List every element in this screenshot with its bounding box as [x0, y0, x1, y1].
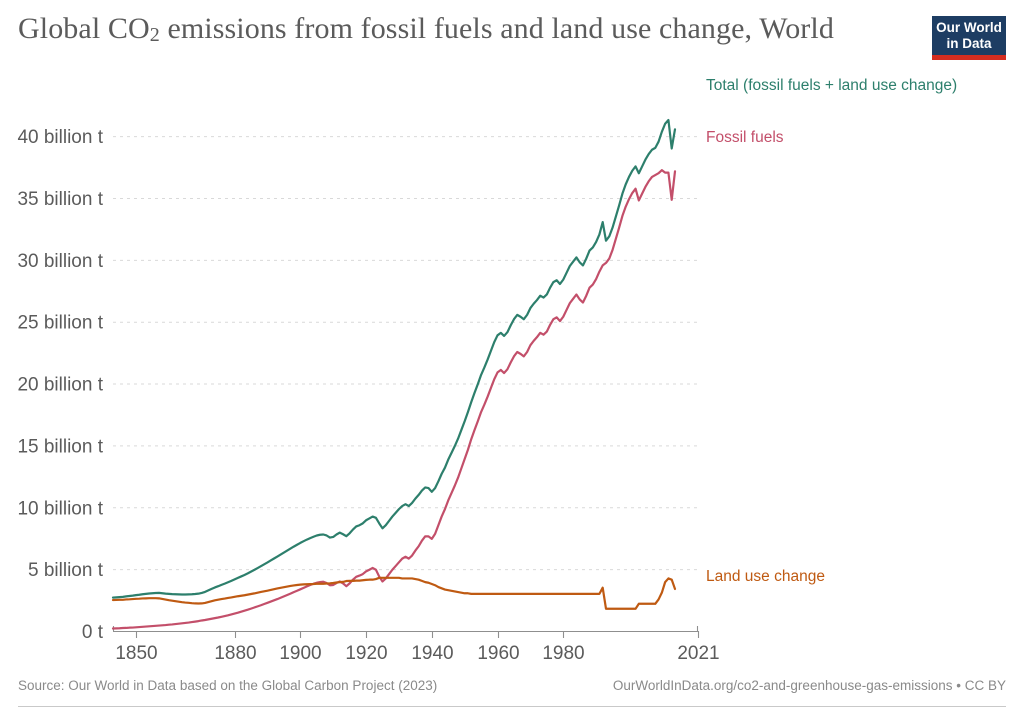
y-tick-label: 10 billion t	[17, 498, 103, 519]
x-tick-label: 1940	[411, 643, 453, 664]
title-prefix: Global CO	[18, 12, 150, 45]
series-line[interactable]	[111, 576, 677, 610]
y-tick-label: 40 billion t	[17, 127, 103, 148]
x-tick-label: 1850	[115, 643, 157, 664]
x-tick-label: 2021	[677, 643, 719, 664]
y-tick-label: 0 t	[82, 622, 104, 643]
logo-line-2: in Data	[946, 36, 992, 51]
attribution-note[interactable]: OurWorldInData.org/co2-and-greenhouse-ga…	[612, 678, 1006, 693]
series-label-total-fossil-fuels-land-use-change: Total (fossil fuels + land use change)	[706, 77, 957, 94]
y-axis-tick-labels: 0 t 5 billion t 10 billion t 15 billion t 20…	[17, 127, 103, 643]
x-tick-label: 1960	[477, 643, 519, 664]
our-world-in-data-logo[interactable]: Our World in Data	[932, 16, 1006, 60]
series-label-fossil-fuels: Fossil fuels	[706, 129, 784, 146]
y-tick-label: 5 billion t	[28, 560, 104, 581]
series-label-land-use-change: Land use change	[706, 568, 825, 585]
x-tick-label: 1900	[279, 643, 321, 664]
chart-header: Global CO2 emissions from fossil fuels a…	[0, 0, 1024, 62]
y-tick-label: 25 billion t	[17, 313, 103, 334]
page-title: Global CO2 emissions from fossil fuels a…	[18, 12, 834, 46]
x-tick-label: 1920	[345, 643, 387, 664]
x-tick-label: 1880	[214, 643, 256, 664]
series-end-labels: Total (fossil fuels + land use change) Fo…	[706, 77, 957, 585]
title-suffix: emissions from fossil fuels and land use…	[159, 12, 834, 45]
chart-plot-area: 0 t 5 billion t 10 billion t 15 billion t 20…	[0, 62, 1024, 675]
series-line[interactable]	[111, 118, 677, 599]
chart-footer: Source: Our World in Data based on the G…	[0, 676, 1024, 722]
data-series[interactable]	[111, 118, 677, 630]
logo-line-1: Our World	[936, 20, 1002, 35]
x-tick-label: 1980	[542, 643, 584, 664]
y-tick-label: 15 billion t	[17, 436, 103, 457]
series-line[interactable]	[111, 169, 677, 630]
footer-divider	[18, 706, 1006, 707]
y-tick-label: 30 billion t	[17, 251, 103, 272]
y-tick-label: 20 billion t	[17, 375, 103, 396]
x-axis-tick-labels: 1850 1880 1900 1920 1940 1960 1980 2021	[115, 643, 719, 664]
y-tick-label: 35 billion t	[17, 189, 103, 210]
line-chart-svg[interactable]: 0 t 5 billion t 10 billion t 15 billion t 20…	[0, 62, 1024, 675]
source-note: Source: Our World in Data based on the G…	[18, 678, 438, 693]
x-axis	[112, 626, 700, 638]
title-subscript: 2	[149, 24, 160, 46]
